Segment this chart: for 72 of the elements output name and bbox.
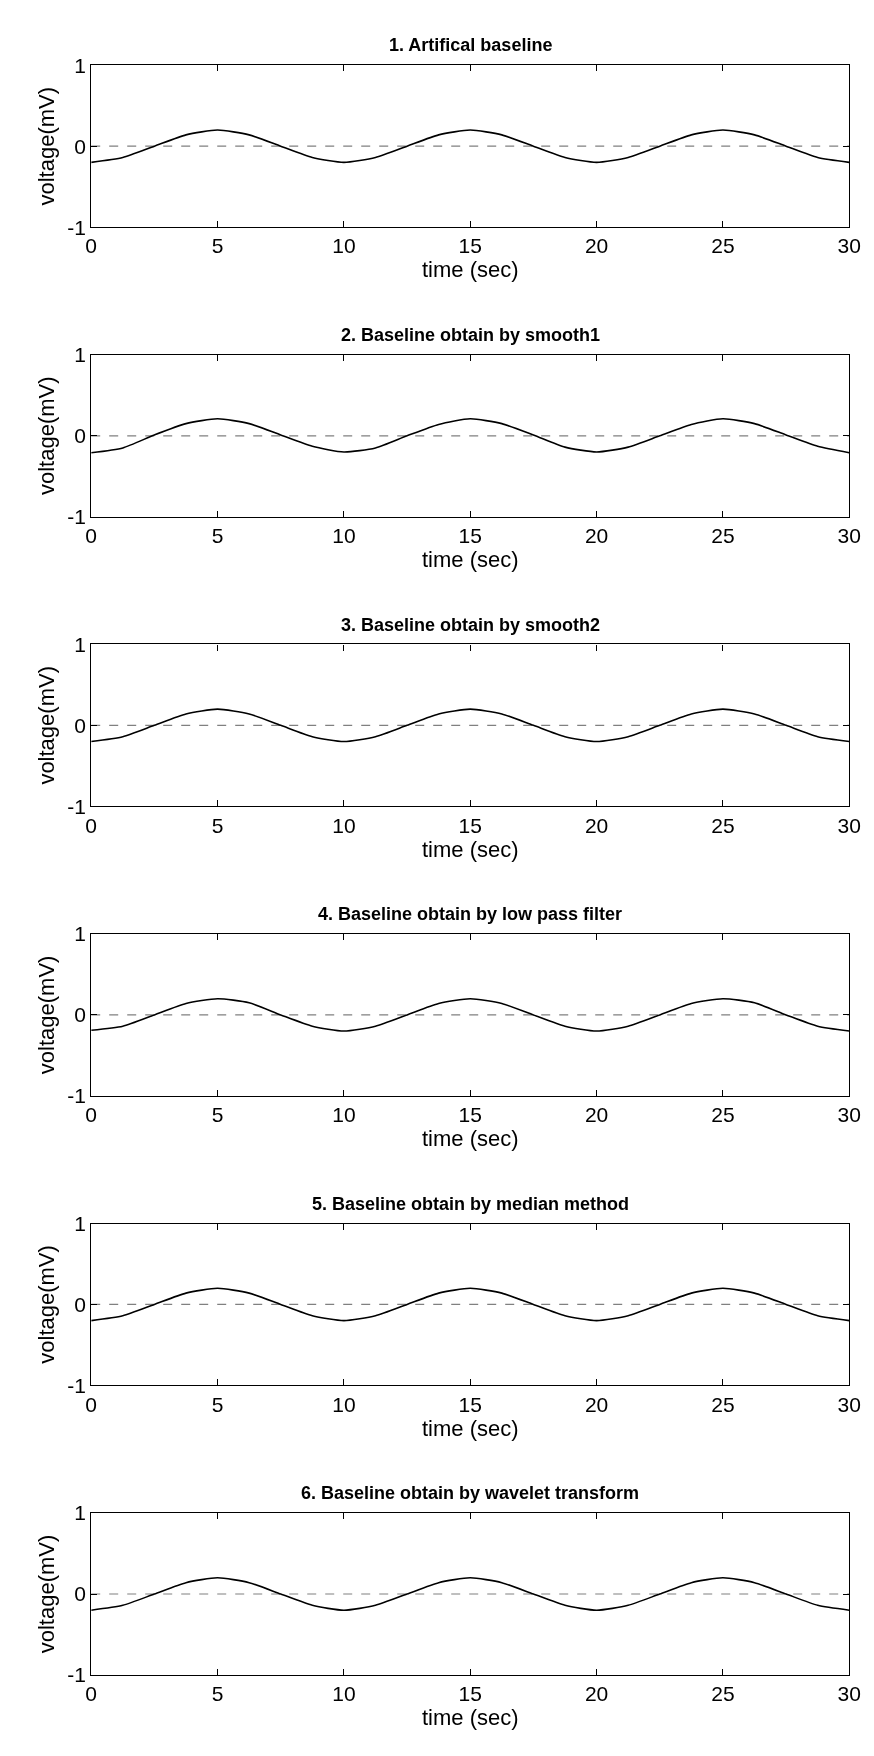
x-tick-label: 5: [211, 1392, 224, 1416]
y-tick-label: 1: [74, 632, 86, 656]
x-tick-label: 5: [211, 813, 224, 837]
x-axis-title: time (sec): [421, 547, 519, 572]
x-tick-label: 5: [211, 524, 224, 547]
y-axis-title: voltage(mV): [34, 1245, 60, 1364]
x-tick-label: 30: [837, 1392, 861, 1416]
x-axis-title: time (sec): [421, 257, 519, 283]
y-tick-label: 0: [74, 134, 86, 158]
y-tick-label: -1: [67, 215, 86, 239]
x-tick-label: 10: [332, 1392, 356, 1416]
y-tick-label: 1: [74, 922, 86, 946]
x-tick-label: 10: [332, 813, 356, 837]
y-tick-label: 1: [74, 1211, 86, 1235]
y-tick-label: -1: [67, 505, 86, 529]
y-tick-label: 1: [74, 1501, 86, 1525]
y-tick-label: 0: [74, 713, 86, 737]
y-tick-label: 1: [74, 343, 86, 367]
x-tick-label: 20: [584, 524, 609, 547]
x-tick-label: 5: [211, 1103, 224, 1127]
x-tick-label: 20: [584, 1682, 609, 1706]
x-tick-label: 15: [458, 234, 482, 258]
y-axis-title: voltage(mV): [34, 955, 60, 1075]
x-tick-label: 15: [458, 1103, 482, 1127]
x-tick-label: 25: [711, 524, 735, 547]
chart-title: 2. Baseline obtain by smooth1: [341, 325, 601, 345]
x-tick-label: 30: [837, 234, 861, 258]
x-axis-title: time (sec): [421, 836, 519, 862]
y-axis-title: voltage(mV): [34, 1534, 60, 1654]
x-tick-label: 30: [837, 1682, 861, 1706]
x-tick-label: 30: [837, 524, 861, 547]
y-tick-label: 0: [74, 1292, 86, 1316]
x-tick-label: 10: [332, 1103, 356, 1127]
x-tick-label: 15: [458, 524, 482, 547]
y-axis-title: voltage(mV): [34, 376, 60, 496]
x-tick-label: 10: [332, 524, 356, 547]
x-tick-label: 10: [332, 1682, 356, 1706]
x-tick-label: 25: [711, 234, 735, 258]
x-axis-title: time (sec): [421, 1705, 519, 1731]
y-tick-label: 0: [74, 1003, 86, 1027]
x-axis-title: time (sec): [421, 1126, 519, 1152]
x-tick-label: 25: [711, 1682, 735, 1706]
x-tick-label: 15: [458, 1392, 482, 1416]
x-tick-label: 10: [332, 234, 356, 258]
x-tick-label: 25: [711, 1392, 735, 1416]
x-tick-label: 30: [837, 813, 861, 837]
x-tick-label: 20: [584, 1103, 609, 1127]
x-tick-label: 20: [584, 1392, 609, 1416]
chart-title: 1. Artifical baseline: [389, 35, 553, 55]
y-axis-title: voltage(mV): [34, 666, 60, 785]
y-tick-label: 1: [74, 53, 86, 77]
y-tick-label: 0: [74, 1582, 86, 1606]
y-axis-title: voltage(mV): [34, 86, 60, 206]
y-tick-label: 0: [74, 424, 86, 448]
x-tick-label: 30: [837, 1103, 861, 1127]
y-tick-label: -1: [67, 1373, 86, 1397]
x-tick-label: 5: [211, 1682, 224, 1706]
x-tick-label: 25: [711, 1103, 735, 1127]
y-tick-label: -1: [67, 1084, 86, 1108]
chart-title: 4. Baseline obtain by low pass filter: [318, 904, 623, 924]
x-tick-label: 5: [211, 234, 224, 258]
chart-title: 6. Baseline obtain by wavelet transform: [301, 1483, 640, 1503]
x-tick-label: 15: [458, 1682, 482, 1706]
y-tick-label: -1: [67, 1663, 86, 1687]
chart-title: 5. Baseline obtain by median method: [312, 1194, 630, 1214]
chart-title: 3. Baseline obtain by smooth2: [341, 615, 601, 635]
x-tick-label: 20: [584, 234, 609, 258]
x-tick-label: 25: [711, 813, 735, 837]
x-axis-title: time (sec): [421, 1415, 519, 1441]
x-tick-label: 15: [458, 813, 482, 837]
x-tick-label: 20: [584, 813, 609, 837]
y-tick-label: -1: [67, 794, 86, 818]
